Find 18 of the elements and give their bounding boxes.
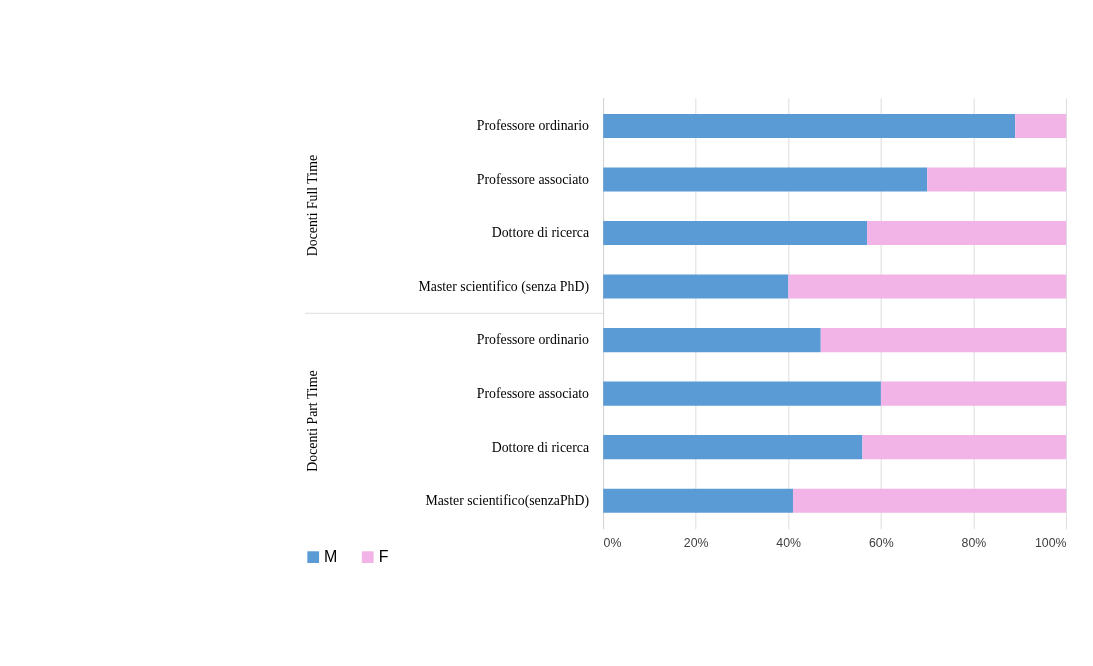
y-tick-label: Dottore di ricerca — [491, 439, 590, 455]
legend-label: M — [324, 548, 338, 566]
y-tick-label: Professore ordinario — [476, 118, 590, 134]
x-tick-label: 40% — [776, 536, 802, 551]
x-tick-label: 80% — [961, 536, 987, 551]
y-tick-label: Professore associato — [476, 385, 590, 401]
text: Docenti Part Time — [304, 370, 320, 472]
x-tick-label: 20% — [683, 536, 709, 551]
x-tick-label: 0% — [603, 536, 622, 551]
y-tick-label: Professore associato — [476, 171, 590, 187]
x-tick-label: 60% — [868, 536, 894, 551]
y-tick-label: Dottore di ricerca — [491, 225, 590, 241]
text: Docenti Full Time — [304, 154, 320, 257]
y-tick-label: Professore ordinario — [476, 332, 590, 348]
x-tick-label: 100% — [1034, 536, 1067, 551]
legend-label: F — [378, 548, 389, 566]
y-tick-label: Master scientifico (senza PhD) — [418, 278, 590, 295]
y-tick-label: Master scientifico(senzaPhD) — [425, 493, 590, 510]
